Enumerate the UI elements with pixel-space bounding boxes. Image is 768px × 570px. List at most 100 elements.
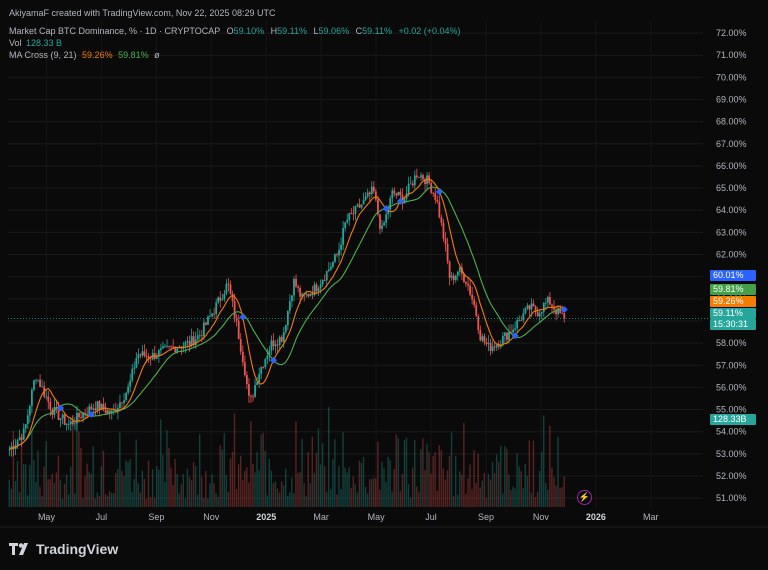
- candle-body: [530, 303, 533, 310]
- candle-body: [233, 301, 236, 318]
- volume-bar: [100, 466, 103, 507]
- candle-body: [536, 311, 539, 317]
- y-tick-label: 72.00%: [716, 28, 747, 38]
- ma-cross-marker: [435, 188, 443, 196]
- candle-body: [141, 351, 144, 356]
- candle-body: [35, 379, 37, 381]
- volume-bar: [55, 472, 58, 507]
- candle-body: [479, 330, 482, 341]
- candle-body: [387, 209, 390, 215]
- candle-body: [149, 358, 152, 360]
- volume-bar: [203, 498, 205, 507]
- ma-slow-value: 59.81%: [118, 50, 149, 60]
- volume-bar: [229, 458, 232, 507]
- volume-bar: [522, 488, 524, 507]
- volume-bar: [368, 479, 371, 507]
- candle-body: [557, 308, 560, 315]
- candle-body: [299, 287, 302, 297]
- volume-bar: [18, 491, 21, 507]
- candle-body: [229, 284, 232, 295]
- candle-body: [368, 192, 371, 195]
- tradingview-logo[interactable]: TradingView: [9, 541, 118, 557]
- volume-bar: [61, 498, 64, 507]
- volume-bar: [373, 478, 375, 507]
- candle-body: [18, 437, 21, 441]
- candle-body: [481, 336, 484, 341]
- low-label: L: [313, 26, 319, 36]
- volume-bar: [151, 469, 154, 507]
- candle-body: [276, 344, 279, 346]
- volume-bar: [334, 439, 336, 507]
- volume-bar: [123, 476, 125, 507]
- volume-bar: [338, 465, 340, 507]
- candle-body: [348, 213, 351, 220]
- candle-body: [493, 346, 496, 348]
- volume-bar: [551, 467, 553, 507]
- candle-body: [98, 401, 101, 410]
- candle-body: [145, 355, 148, 357]
- volume-bar: [194, 466, 197, 507]
- volume-bar: [168, 447, 170, 507]
- volume-bar: [225, 474, 228, 507]
- candle-body: [397, 191, 400, 196]
- volume-bar: [323, 466, 326, 507]
- y-tick-label: 66.00%: [716, 161, 747, 171]
- volume-bar: [63, 483, 66, 507]
- lightning-icon[interactable]: ⚡: [577, 490, 592, 505]
- price-tag-ma-slow: 59.81%: [710, 284, 756, 295]
- volume-bar: [264, 450, 266, 507]
- candle-body: [512, 329, 514, 333]
- candle-body: [450, 275, 453, 278]
- candle-body: [129, 380, 132, 387]
- ma-legend-row[interactable]: MA Cross (9, 21) 59.26% 59.81% ø: [9, 49, 160, 61]
- candle-body: [65, 424, 68, 426]
- volume-bar: [96, 492, 99, 507]
- volume-bar: [385, 482, 387, 507]
- volume-bar: [110, 492, 113, 507]
- candle-body: [319, 284, 322, 289]
- volume-bar: [235, 488, 238, 507]
- candle-body: [420, 175, 422, 178]
- volume-bar: [346, 472, 348, 507]
- candle-body: [334, 254, 336, 262]
- volume-bar: [293, 493, 295, 507]
- volume-bar: [305, 496, 307, 507]
- candle-body: [200, 335, 203, 337]
- volume-bar: [166, 430, 168, 507]
- candle-body: [340, 244, 342, 250]
- candle-body: [424, 179, 426, 185]
- volume-bar: [213, 483, 215, 507]
- candle-body: [358, 204, 361, 208]
- volume-legend-row[interactable]: Vol 128.33 B: [9, 37, 62, 49]
- volume-bar: [311, 436, 314, 507]
- candle-body: [243, 362, 246, 375]
- volume-bar: [483, 472, 486, 507]
- candle-body: [444, 238, 447, 244]
- volume-bar: [262, 432, 264, 507]
- candle-body: [364, 196, 367, 200]
- candle-body: [78, 412, 80, 418]
- eye-off-icon[interactable]: ø: [154, 50, 160, 60]
- candle-body: [561, 313, 564, 315]
- candle-body: [278, 336, 281, 346]
- candle-body: [389, 198, 392, 210]
- volume-bar: [479, 487, 481, 507]
- y-tick-label: 71.00%: [716, 50, 747, 60]
- volume-bar: [244, 470, 246, 507]
- ma-slow-line: [9, 186, 565, 450]
- candle-body: [483, 336, 486, 343]
- candle-body: [73, 423, 76, 425]
- volume-bar: [534, 497, 537, 507]
- symbol-legend-row[interactable]: Market Cap BTC Dominance, % · 1D · CRYPT…: [9, 25, 461, 37]
- ma-cross-marker: [396, 197, 404, 205]
- candle-body: [448, 261, 451, 278]
- candle-body: [342, 227, 345, 245]
- candle-body: [344, 222, 347, 228]
- y-tick-label: 70.00%: [716, 72, 747, 82]
- volume-bar: [495, 454, 498, 507]
- volume-bar: [348, 467, 350, 507]
- volume-bar: [465, 493, 467, 507]
- candle-body: [329, 266, 332, 270]
- candle-body: [254, 385, 256, 397]
